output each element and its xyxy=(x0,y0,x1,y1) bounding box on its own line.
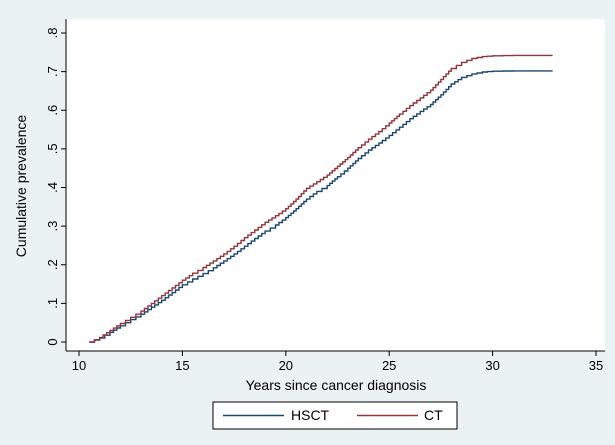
y-tick-label: .8 xyxy=(45,28,60,39)
x-tick-label: 20 xyxy=(279,358,293,373)
y-axis-label: Cumulative prevalence xyxy=(13,115,29,258)
y-tick-label: 0 xyxy=(45,338,60,345)
y-tick-label: .2 xyxy=(45,259,60,270)
x-tick-label: 25 xyxy=(382,358,396,373)
x-tick-label: 10 xyxy=(72,358,86,373)
series-line-ct xyxy=(89,54,553,343)
x-tick-label: 30 xyxy=(485,358,499,373)
series-line-hsct xyxy=(89,70,553,343)
plot-area xyxy=(66,19,605,351)
series-lines xyxy=(89,54,553,343)
y-tick-label: .3 xyxy=(45,221,60,232)
legend: HSCT CT xyxy=(212,401,458,430)
y-tick-label: .6 xyxy=(45,105,60,116)
x-tick-label: 35 xyxy=(589,358,603,373)
y-tick-label: .7 xyxy=(45,66,60,77)
y-tick-label: .4 xyxy=(45,182,60,193)
legend-label-ct: CT xyxy=(424,407,443,423)
y-tick-label: .1 xyxy=(45,298,60,309)
y-axis-ticks: 0 .1 .2 .3 .4 .5 .6 .7 .8 xyxy=(45,28,66,346)
x-axis-ticks: 10 15 20 25 30 35 xyxy=(72,351,603,373)
x-tick-label: 15 xyxy=(175,358,189,373)
x-axis-label: Years since cancer diagnosis xyxy=(246,377,427,393)
legend-label-hsct: HSCT xyxy=(291,407,330,423)
y-tick-label: .5 xyxy=(45,143,60,154)
